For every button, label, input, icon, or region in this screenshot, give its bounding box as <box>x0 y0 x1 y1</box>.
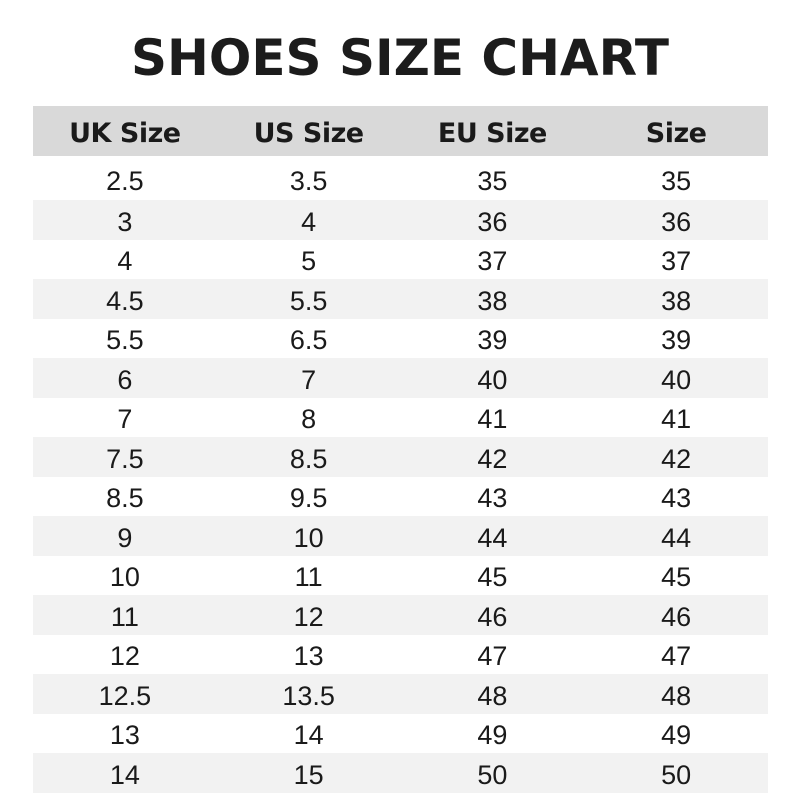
table-cell: 48 <box>400 674 585 714</box>
table-cell: 46 <box>584 595 768 635</box>
table-cell: 5 <box>301 246 317 277</box>
table-header-row: UK Size US Size EU Size Size <box>33 106 768 156</box>
table-row: 8.5 9.5 43 43 <box>33 477 768 517</box>
table-cell: 12 <box>109 641 140 672</box>
table-row: 6 7 40 40 <box>33 358 768 398</box>
table-row: 7 8 41 41 <box>33 398 768 438</box>
table-cell: 14 <box>293 720 324 751</box>
table-cell: 48 <box>584 674 768 714</box>
table-cell: 11 <box>33 595 217 635</box>
table-cell: 3 <box>33 200 217 240</box>
table-row: 13 14 49 49 <box>33 714 768 754</box>
table-cell: 7 <box>216 358 401 398</box>
table-cell: 13.5 <box>216 674 401 714</box>
table-cell: 46 <box>400 595 585 635</box>
table-cell: 41 <box>477 404 508 435</box>
table-row: 4 5 37 37 <box>33 240 768 280</box>
table-cell: 45 <box>477 562 508 593</box>
table-cell: 4.5 <box>33 279 217 319</box>
table-cell: 49 <box>661 720 692 751</box>
table-cell: 47 <box>477 641 508 672</box>
table-cell: 9.5 <box>289 483 328 514</box>
table-cell: 5.5 <box>106 325 144 356</box>
table-cell: 37 <box>477 246 508 277</box>
table-cell: 39 <box>477 325 508 356</box>
table-cell: 42 <box>400 437 585 477</box>
table-cell: 50 <box>584 753 768 793</box>
table-cell: 11 <box>294 562 323 593</box>
table-row: 10 11 45 45 <box>33 556 768 596</box>
table-row: 12.5 13.5 48 48 <box>33 674 768 714</box>
table-cell: 7.5 <box>33 437 217 477</box>
table-cell: 8.5 <box>106 483 144 514</box>
table-cell: 38 <box>400 279 585 319</box>
table-cell: 8.5 <box>216 437 401 477</box>
table-row: 9 10 44 44 <box>33 516 768 556</box>
table-cell: 13 <box>109 720 140 751</box>
table-cell: 40 <box>584 358 768 398</box>
table-cell: 42 <box>584 437 768 477</box>
table-row: 2.5 3.5 35 35 <box>33 156 768 200</box>
table-cell: 10 <box>109 562 140 593</box>
table-body: 2.5 3.5 35 35 3 4 36 36 4 5 37 37 4.5 5.5 38 38 5.5 6.5 39… <box>33 156 768 793</box>
size-table: UK Size US Size EU Size Size 2.5 3.5 35 35 3 4 36… <box>33 106 768 793</box>
table-cell: 44 <box>400 516 585 556</box>
table-cell: 36 <box>584 200 768 240</box>
table-cell: 4 <box>216 200 401 240</box>
table-cell: 49 <box>477 720 508 751</box>
table-cell: 35 <box>477 166 508 196</box>
table-row: 12 13 47 47 <box>33 635 768 675</box>
table-cell: 8 <box>301 404 317 435</box>
table-cell: 38 <box>584 279 768 319</box>
column-header: Size <box>584 106 768 156</box>
table-cell: 45 <box>661 562 692 593</box>
table-cell: 7 <box>117 404 133 435</box>
table-row: 4.5 5.5 38 38 <box>33 279 768 319</box>
column-header: UK Size <box>33 106 217 156</box>
table-cell: 9 <box>33 516 217 556</box>
table-cell: 40 <box>400 358 585 398</box>
table-row: 11 12 46 46 <box>33 595 768 635</box>
table-cell: 36 <box>400 200 585 240</box>
table-cell: 35 <box>661 166 692 196</box>
table-cell: 10 <box>216 516 401 556</box>
table-row: 3 4 36 36 <box>33 200 768 240</box>
table-row: 14 15 50 50 <box>33 753 768 793</box>
table-cell: 15 <box>216 753 401 793</box>
table-cell: 2.5 <box>106 166 144 196</box>
table-cell: 43 <box>477 483 508 514</box>
table-cell: 6.5 <box>289 325 328 356</box>
table-cell: 5.5 <box>216 279 401 319</box>
table-cell: 39 <box>661 325 692 356</box>
table-cell: 37 <box>661 246 692 277</box>
table-row: 5.5 6.5 39 39 <box>33 319 768 359</box>
table-cell: 3.5 <box>289 166 328 196</box>
column-header: EU Size <box>400 106 585 156</box>
table-row: 7.5 8.5 42 42 <box>33 437 768 477</box>
table-cell: 47 <box>661 641 692 672</box>
table-cell: 44 <box>584 516 768 556</box>
table-cell: 13 <box>293 641 324 672</box>
column-header: US Size <box>216 106 401 156</box>
table-cell: 6 <box>33 358 217 398</box>
page-title: SHOES SIZE CHART <box>131 29 669 87</box>
table-cell: 12 <box>216 595 401 635</box>
table-cell: 4 <box>117 246 133 277</box>
table-cell: 41 <box>661 404 692 435</box>
table-cell: 43 <box>661 483 692 514</box>
table-cell: 12.5 <box>33 674 217 714</box>
table-cell: 14 <box>33 753 217 793</box>
table-cell: 50 <box>400 753 585 793</box>
